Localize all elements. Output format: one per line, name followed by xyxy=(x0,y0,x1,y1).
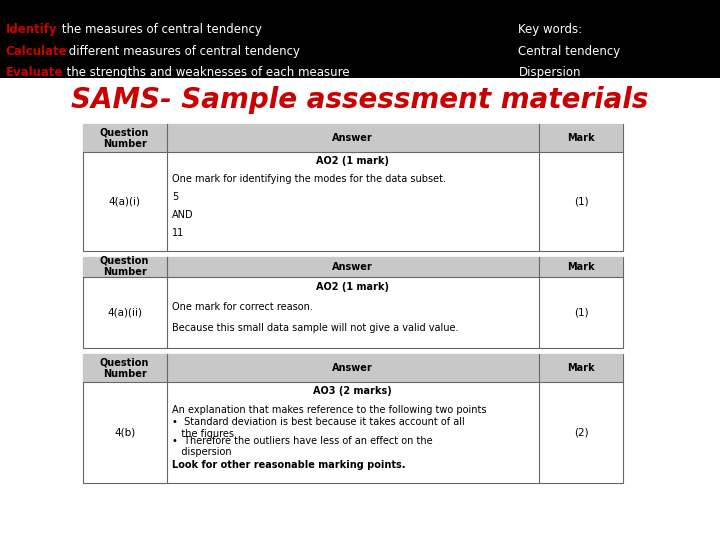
Text: 4(a)(i): 4(a)(i) xyxy=(109,197,140,207)
Text: Evaluate: Evaluate xyxy=(6,66,63,79)
Text: 4(a)(ii): 4(a)(ii) xyxy=(107,307,142,318)
Text: AO2 (1 mark): AO2 (1 mark) xyxy=(316,282,390,292)
Text: One mark for correct reason.: One mark for correct reason. xyxy=(172,302,312,312)
Text: An explanation that makes reference to the following two points: An explanation that makes reference to t… xyxy=(172,405,487,415)
Text: 11: 11 xyxy=(172,228,184,238)
Text: Mark: Mark xyxy=(567,133,595,143)
Text: Calculate: Calculate xyxy=(6,45,68,58)
Bar xyxy=(83,354,623,483)
Text: Identify: Identify xyxy=(6,23,58,36)
Text: AO3 (2 marks): AO3 (2 marks) xyxy=(313,387,392,396)
Text: Central tendency: Central tendency xyxy=(518,45,621,58)
Text: AND: AND xyxy=(172,210,194,220)
Text: 5: 5 xyxy=(172,192,178,202)
Text: the strengths and weaknesses of each measure: the strengths and weaknesses of each mea… xyxy=(59,66,350,79)
Text: Dispersion: Dispersion xyxy=(518,66,581,79)
Text: (2): (2) xyxy=(574,428,588,438)
Text: (1): (1) xyxy=(574,197,588,207)
Bar xyxy=(0,0,720,78)
Text: •  Therefore the outliers have less of an effect on the
   dispersion: • Therefore the outliers have less of an… xyxy=(172,436,433,457)
Text: Look for other reasonable marking points.: Look for other reasonable marking points… xyxy=(172,460,405,470)
Text: 4(b): 4(b) xyxy=(114,428,135,438)
Text: SAMS- Sample assessment materials: SAMS- Sample assessment materials xyxy=(71,86,649,114)
Text: Mark: Mark xyxy=(567,363,595,373)
Text: Question
Number: Question Number xyxy=(100,127,149,149)
Text: Answer: Answer xyxy=(333,261,373,272)
Bar xyxy=(83,354,623,382)
Text: the measures of central tendency: the measures of central tendency xyxy=(58,23,261,36)
Text: Question
Number: Question Number xyxy=(100,256,149,278)
Text: One mark for identifying the modes for the data subset.: One mark for identifying the modes for t… xyxy=(172,174,446,184)
Text: AO2 (1 mark): AO2 (1 mark) xyxy=(316,156,390,166)
Bar xyxy=(83,256,623,276)
Text: Because this small data sample will not give a valid value.: Because this small data sample will not … xyxy=(172,323,459,333)
Text: Key words:: Key words: xyxy=(518,23,582,36)
Text: Question
Number: Question Number xyxy=(100,357,149,379)
Bar xyxy=(83,124,623,251)
Bar xyxy=(83,256,623,348)
Text: Answer: Answer xyxy=(333,363,373,373)
Text: Answer: Answer xyxy=(333,133,373,143)
Text: •  Standard deviation is best because it takes account of all
   the figures: • Standard deviation is best because it … xyxy=(172,417,464,439)
Text: different measures of central tendency: different measures of central tendency xyxy=(65,45,300,58)
Text: (1): (1) xyxy=(574,307,588,318)
Bar xyxy=(83,124,623,152)
Text: Mark: Mark xyxy=(567,261,595,272)
